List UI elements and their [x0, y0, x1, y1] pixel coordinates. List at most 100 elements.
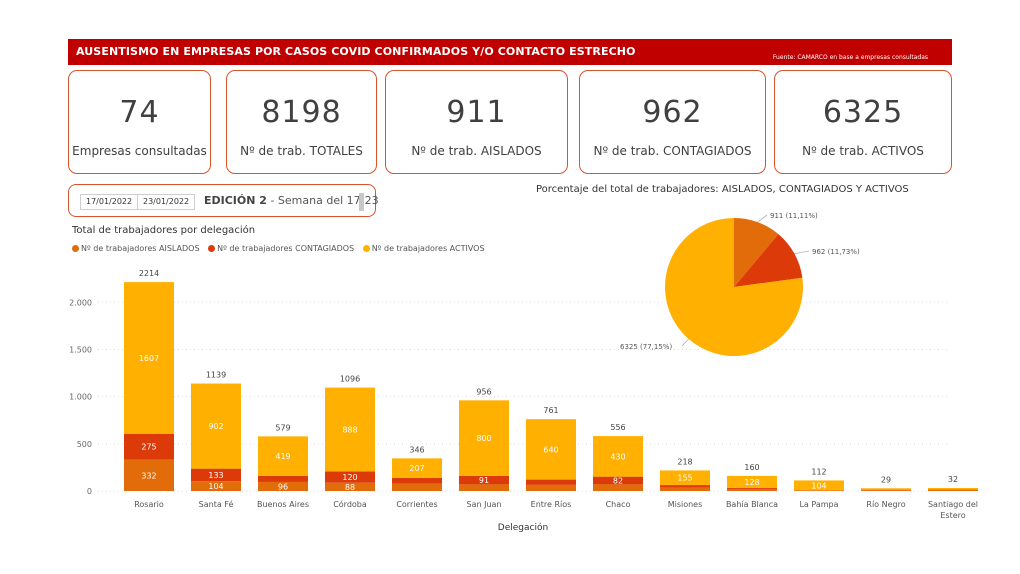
- bar-segment[interactable]: [325, 482, 375, 491]
- bar-segment[interactable]: [124, 433, 174, 460]
- kpi-label: Empresas consultadas: [72, 144, 207, 158]
- kpi-card-totales: 8198 Nº de trab. TOTALES: [226, 70, 377, 174]
- kpi-card-activos: 6325 Nº de trab. ACTIVOS: [774, 70, 952, 174]
- bar-segment[interactable]: [727, 487, 777, 489]
- edition-box: 17/01/2022 23/01/2022 EDICIÓN 2 - Semana…: [68, 184, 379, 217]
- data-label: 275: [141, 443, 156, 452]
- bar-segment[interactable]: [258, 436, 308, 476]
- legend-dot: [72, 245, 79, 252]
- kpi-label: Nº de trab. ACTIVOS: [802, 144, 924, 158]
- x-tick-label: Santa Fé: [199, 499, 234, 509]
- kpi-label: Nº de trab. TOTALES: [240, 144, 363, 158]
- x-axis-title: Delegación: [498, 522, 548, 533]
- bar-chart-legend: Nº de trabajadores AISLADOS Nº de trabaj…: [72, 244, 491, 253]
- total-label: 112: [811, 467, 826, 476]
- kpi-value: 6325: [822, 95, 904, 130]
- x-tick-label: Córdoba: [333, 499, 367, 509]
- bar-segment[interactable]: [392, 483, 442, 491]
- bar-segment[interactable]: [593, 476, 643, 485]
- bar-segment[interactable]: [392, 458, 442, 478]
- x-tick-label: Misiones: [668, 500, 703, 509]
- bar-segment[interactable]: [459, 484, 509, 491]
- bar-chart-title: Total de trabajadores por delegación: [72, 225, 256, 236]
- total-label: 32: [948, 475, 958, 484]
- bar-segment[interactable]: [861, 490, 911, 491]
- total-label: 2214: [139, 269, 159, 278]
- bar-segment[interactable]: [526, 484, 576, 491]
- y-tick-label: 1.000: [69, 393, 92, 402]
- bar-segment[interactable]: [258, 475, 308, 482]
- total-label: 761: [543, 406, 558, 415]
- source-note: Fuente: CAMARCO en base a empresas consu…: [772, 54, 928, 61]
- bar-segment[interactable]: [459, 400, 509, 476]
- total-label: 29: [881, 475, 891, 484]
- legend-label: Nº de trabajadores CONTAGIADOS: [217, 244, 355, 253]
- x-tick-label: La Pampa: [799, 500, 838, 509]
- legend-dot: [208, 245, 216, 252]
- kpi-card-contagiados: 962 Nº de trab. CONTAGIADOS: [579, 70, 766, 174]
- bar-segment[interactable]: [526, 479, 576, 485]
- bar-segment[interactable]: [794, 480, 844, 491]
- bar-segment[interactable]: [258, 481, 308, 491]
- kpi-label: Nº de trab. AISLADOS: [411, 144, 542, 158]
- date-to-input[interactable]: 23/01/2022: [137, 194, 196, 210]
- bar-segment[interactable]: [861, 488, 911, 490]
- data-label: 91: [479, 476, 489, 485]
- bar-segment[interactable]: [727, 475, 777, 488]
- data-label: 133: [208, 471, 223, 480]
- x-tick-label: San Juan: [467, 500, 502, 509]
- pie-slice[interactable]: [665, 218, 803, 356]
- data-label: 207: [409, 464, 424, 473]
- legend-item-aislados[interactable]: Nº de trabajadores AISLADOS: [72, 244, 200, 253]
- bar-segment[interactable]: [459, 475, 509, 485]
- bar-segment[interactable]: [928, 489, 978, 490]
- bar-segment[interactable]: [660, 485, 710, 488]
- legend-label: Nº de trabajadores AISLADOS: [81, 244, 200, 253]
- x-tick-label: Buenos Aires: [257, 500, 309, 509]
- kpi-value: 911: [446, 95, 507, 130]
- data-label: 888: [342, 425, 357, 434]
- total-label: 956: [476, 387, 491, 396]
- x-tick-label: Bahía Blanca: [726, 500, 778, 509]
- bar-segment[interactable]: [124, 282, 174, 434]
- data-label: 82: [613, 477, 623, 486]
- x-tick-label: Santiago del: [928, 500, 978, 509]
- scrollbar[interactable]: [359, 193, 364, 211]
- bar-segment[interactable]: [191, 481, 241, 491]
- data-label: 120: [342, 473, 357, 482]
- bar-segment[interactable]: [191, 383, 241, 469]
- pie-slice[interactable]: [734, 218, 779, 287]
- bar-segment[interactable]: [526, 419, 576, 480]
- data-label: 640: [543, 445, 558, 454]
- bar-segment[interactable]: [794, 490, 844, 491]
- bar-segment[interactable]: [660, 470, 710, 486]
- bar-segment[interactable]: [191, 468, 241, 482]
- total-label: 346: [409, 445, 424, 454]
- data-label: 419: [275, 452, 290, 461]
- x-tick-label: Rosario: [134, 500, 164, 509]
- bar-segment[interactable]: [861, 489, 911, 491]
- x-tick-label: Entre Ríos: [531, 500, 572, 509]
- legend-dot: [362, 245, 370, 252]
- total-label: 1139: [206, 371, 226, 380]
- bar-segment[interactable]: [593, 484, 643, 491]
- pie-slice[interactable]: [734, 234, 803, 287]
- legend-item-activos[interactable]: Nº de trabajadores ACTIVOS: [362, 244, 485, 253]
- bar-segment[interactable]: [593, 436, 643, 477]
- data-label: 128: [744, 478, 759, 487]
- bar-segment[interactable]: [660, 487, 710, 491]
- bar-segment[interactable]: [727, 488, 777, 491]
- report-title: AUSENTISMO EN EMPRESAS POR CASOS COVID C…: [76, 45, 636, 58]
- bar-segment[interactable]: [325, 471, 375, 483]
- bar-segment[interactable]: [928, 489, 978, 491]
- bar-segment[interactable]: [392, 477, 442, 484]
- legend-label: Nº de trabajadores ACTIVOS: [371, 244, 485, 253]
- x-tick-label: Chaco: [606, 500, 631, 509]
- bar-segment[interactable]: [325, 387, 375, 472]
- legend-item-contagiados[interactable]: Nº de trabajadores CONTAGIADOS: [208, 244, 354, 253]
- bar-segment[interactable]: [928, 487, 978, 490]
- data-label: 332: [141, 471, 156, 480]
- kpi-card-empresas: 74 Empresas consultadas: [68, 70, 211, 174]
- bar-segment[interactable]: [124, 459, 174, 491]
